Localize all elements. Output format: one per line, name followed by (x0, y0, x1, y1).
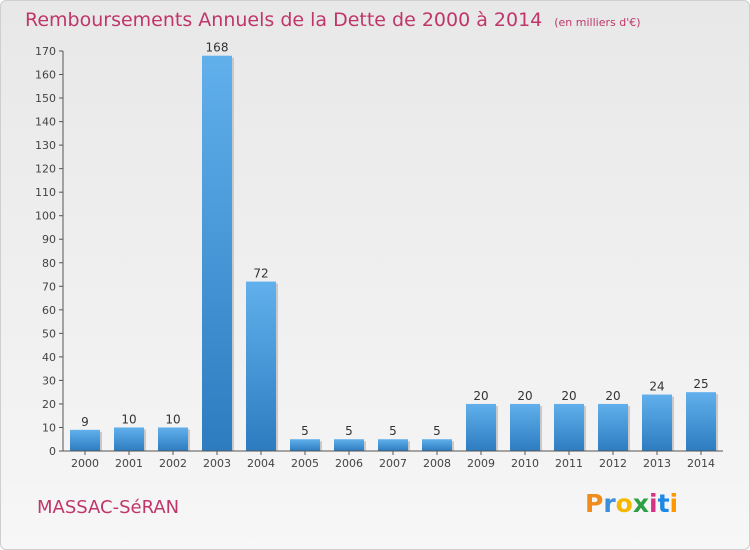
x-tick-label-2013: 2013 (643, 457, 671, 470)
y-tick-label: 20 (42, 398, 56, 411)
bar-2007 (378, 439, 408, 451)
y-tick-label: 120 (35, 163, 56, 176)
data-label-2000: 9 (81, 415, 89, 429)
bar-chart: 0 10 20 30 40 50 60 70 80 90 100 110 120 130 140 150 160… (35, 41, 723, 470)
y-tick-label: 50 (42, 327, 56, 340)
y-tick-label: 90 (42, 233, 56, 246)
x-tick-label-2010: 2010 (511, 457, 539, 470)
data-label-2001: 10 (121, 412, 136, 426)
y-tick-label: 130 (35, 139, 56, 152)
x-tick-label-2012: 2012 (599, 457, 627, 470)
x-tick-label-2002: 2002 (159, 457, 187, 470)
logo-letter: t (657, 489, 670, 518)
x-tick-label-2009: 2009 (467, 457, 495, 470)
x-tick-label-2005: 2005 (291, 457, 319, 470)
bar-2013 (642, 394, 672, 451)
bar-2006 (334, 439, 364, 451)
y-tick-label: 110 (35, 186, 56, 199)
bar-2012 (598, 403, 628, 451)
data-label-2007: 5 (389, 424, 397, 438)
bar-2008 (422, 439, 452, 451)
unit-note: (en milliers d'€) (554, 16, 641, 29)
data-label-2005: 5 (301, 424, 309, 438)
bar-2002 (158, 427, 188, 451)
bar-2010 (510, 403, 540, 451)
data-label-2014: 25 (693, 377, 708, 391)
data-label-2010: 20 (517, 389, 532, 403)
y-tick-label: 160 (35, 69, 56, 82)
y-tick-label: 80 (42, 257, 56, 270)
logo-letter: P (585, 489, 604, 518)
x-tick-label-2000: 2000 (71, 457, 99, 470)
bar-2009 (466, 403, 496, 451)
y-tick-label: 60 (42, 304, 56, 317)
x-tick-label-2003: 2003 (203, 457, 231, 470)
y-tick-label: 150 (35, 92, 56, 105)
logo-letter: x (632, 489, 649, 518)
x-tick-label-2004: 2004 (247, 457, 275, 470)
y-tick-label: 170 (35, 45, 56, 58)
y-tick-label: 70 (42, 280, 56, 293)
data-label-2009: 20 (473, 389, 488, 403)
logo-letter: r (603, 489, 616, 518)
bars (70, 55, 718, 452)
data-labels: 9 10 10 168 72 5 5 5 5 20 20 20 20 24 25 (81, 41, 708, 439)
x-tick-label-2006: 2006 (335, 457, 363, 470)
x-tick-label-2007: 2007 (379, 457, 407, 470)
data-label-2013: 24 (649, 380, 664, 394)
y-tick-label: 40 (42, 351, 56, 364)
bar-2014 (686, 392, 716, 451)
logo-letter: o (615, 489, 633, 518)
data-label-2008: 5 (433, 424, 441, 438)
y-tick-label: 10 (42, 421, 56, 434)
data-label-2011: 20 (561, 389, 576, 403)
y-tick-label: 140 (35, 116, 56, 129)
data-label-2006: 5 (345, 424, 353, 438)
bar-2011 (554, 403, 584, 451)
y-axis: 0 10 20 30 40 50 60 70 80 90 100 110 120 130 140 150 160… (35, 45, 64, 458)
x-tick-label-2001: 2001 (115, 457, 143, 470)
data-label-2003: 168 (206, 41, 229, 55)
y-tick-label: 100 (35, 210, 56, 223)
bar-2000 (70, 429, 100, 451)
title-text: Remboursements Annuels de la Dette de 20… (25, 9, 543, 31)
x-tick-label-2008: 2008 (423, 457, 451, 470)
logo-letter: i (649, 489, 658, 518)
bar-2003 (202, 55, 232, 452)
y-tick-label: 0 (49, 445, 56, 458)
data-label-2012: 20 (605, 389, 620, 403)
proxiti-logo: Proxiti (585, 489, 678, 518)
bar-2004 (246, 281, 276, 451)
bar-2005 (290, 439, 320, 451)
x-tick-label-2011: 2011 (555, 457, 583, 470)
x-tick-label-2014: 2014 (687, 457, 715, 470)
chart-title: Remboursements Annuels de la Dette de 20… (25, 9, 641, 31)
y-tick-label: 30 (42, 374, 56, 387)
logo-letter: i (669, 489, 679, 518)
data-label-2004: 72 (253, 267, 268, 281)
x-axis: 2000 2001 2002 2003 2004 2005 2006 2007 2008 2009… (63, 450, 723, 470)
data-label-2002: 10 (165, 412, 180, 426)
bar-2001 (114, 427, 144, 451)
commune-name: MASSAC-SéRAN (37, 497, 180, 518)
